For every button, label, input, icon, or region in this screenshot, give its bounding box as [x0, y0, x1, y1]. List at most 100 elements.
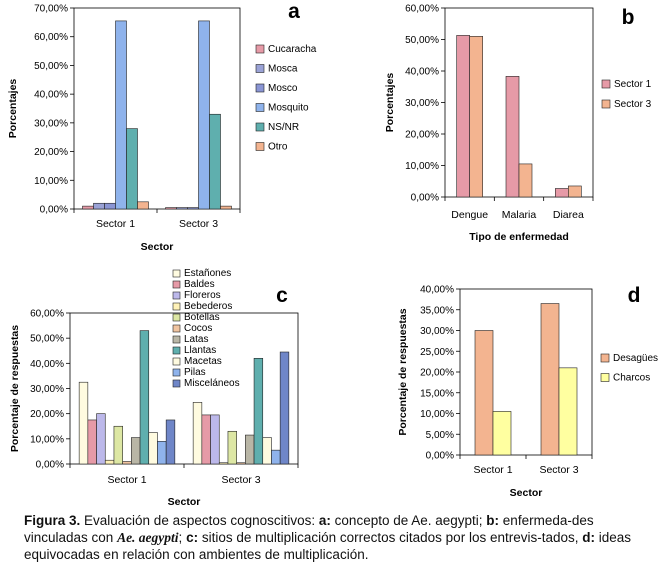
panel-c-bar-esta-ones: [78, 381, 89, 465]
panel-c-bar-esta-ones: [192, 402, 203, 465]
panel-d-y-tick-label: 30,00%: [420, 326, 454, 337]
panel-b-category-label: Diarea: [553, 209, 584, 221]
panel-a-y-axis-title: Porcentajes: [7, 79, 19, 139]
panel-c-x-axis-title: Sector: [168, 496, 201, 508]
panel-b-y-tick-label: 10,00%: [405, 161, 439, 172]
panel-b-panel-letter: b: [622, 6, 635, 29]
figure-caption: Figura 3. Evaluación de aspectos cognosc…: [24, 512, 654, 563]
panel-c-legend-label: Llantas: [184, 345, 216, 356]
panel-d-legend-label: Charcos: [613, 373, 650, 384]
panel-c-legend-swatch: [172, 269, 181, 278]
panel-c-bar-miscel-neos: [165, 419, 176, 465]
panel-b-bar-sector-3: [469, 36, 483, 198]
panel-c-bar-miscel-neos: [279, 351, 290, 465]
panel-c-y-tick-label: 30,00%: [30, 384, 64, 395]
figure-panels: 0,00% 10,00% 20,00% 30,00% 40,00% 50,00% 60,00…: [7, 0, 658, 508]
panel-c-bar-baldes: [201, 414, 211, 465]
panel-c-legend-swatch: [172, 357, 181, 366]
panel-c-legend-swatch: [172, 291, 181, 300]
panel-b-x-axis-title: Tipo de enfermedad: [469, 231, 569, 243]
panel-c-legend-label: Baldes: [184, 279, 215, 290]
panel-d-category-label: Sector 3: [539, 464, 578, 476]
panel-a-bar-otro: [137, 201, 149, 210]
panel-a-y-tick-label: 70,00%: [34, 4, 68, 15]
panel-b-legend-label: Sector 1: [614, 79, 652, 90]
panel-a-bar-ns-nr: [209, 113, 221, 210]
panel-c-y-tick-label: 50,00%: [30, 334, 64, 345]
panel-c-legend-label: Pilas: [184, 367, 206, 378]
panel-c-bar-pilas: [271, 449, 281, 465]
panel-a-legend-label: Cucaracha: [268, 44, 317, 55]
panel-a-bar-mosca: [176, 207, 188, 210]
panel-a-category-label: Sector 3: [179, 218, 218, 230]
panel-c-bar-pilas: [157, 441, 167, 465]
panel-b-y-tick-label: 30,00%: [405, 98, 439, 109]
panel-c-bar-floreros: [210, 414, 220, 465]
panel-b-bar-sector-3: [568, 185, 582, 198]
panel-c-y-axis-title: Porcentaje de respuestas: [9, 325, 21, 452]
panel-a-panel-letter: a: [288, 0, 300, 23]
caption-figure-label: Figura 3.: [24, 513, 81, 528]
panel-b-bar-sector-1: [505, 76, 520, 198]
panel-a-y-tick-label: 10,00%: [34, 176, 68, 187]
panel-c-bar-macetas: [148, 432, 158, 465]
panel-d-legend-label: Desagües: [613, 353, 658, 364]
panel-d-x-axis-title: Sector: [510, 487, 543, 499]
panel-c-legend-label: Bebederos: [184, 301, 232, 312]
caption-label-d: d:: [582, 530, 595, 545]
panel-a-y-tick-label: 50,00%: [34, 61, 68, 72]
panel-c-bar-botellas: [113, 425, 123, 465]
panel-c-legend-swatch: [172, 335, 181, 344]
caption-species: Ae. aegypti: [117, 530, 179, 545]
panel-c-bar-baldes: [87, 419, 97, 465]
panel-a-legend-swatch: [255, 103, 265, 112]
panel-a-bar-mosquito: [115, 20, 127, 210]
panel-d-y-tick-label: 20,00%: [420, 368, 454, 379]
panel-c-bar-floreros: [96, 413, 106, 465]
panel-b-y-tick-label: 40,00%: [405, 67, 439, 78]
panel-c-bar-cocos: [236, 462, 246, 465]
caption-label-b: b:: [486, 513, 500, 528]
panel-c-y-tick-label: 10,00%: [30, 434, 64, 445]
panel-b-bar-sector-1: [456, 35, 470, 198]
caption-text-3: enfermeda-des vinculadas con: [24, 513, 594, 545]
panel-d-y-tick-label: 10,00%: [420, 409, 454, 420]
panel-a-legend-swatch: [255, 83, 265, 93]
panel-a-bar-mosco: [187, 207, 199, 210]
panel-c-legend-label: Botellas: [184, 312, 220, 323]
panel-c-legend-swatch: [172, 368, 181, 377]
panel-d-bar-desag-es: [540, 303, 560, 456]
panel-d-bar-charcos: [558, 367, 578, 456]
panel-a-legend-label: NS/NR: [268, 122, 299, 133]
panel-a-bar-mosco: [104, 202, 116, 210]
panel-b-legend-swatch: [601, 79, 611, 89]
panel-a-bar-mosquito: [198, 20, 210, 210]
panel-a-legend-label: Mosquito: [268, 103, 309, 114]
panel-c-legend-swatch: [172, 313, 181, 322]
panel-c-legend-label: Floreros: [184, 290, 221, 301]
panel-a-y-tick-label: 40,00%: [34, 90, 68, 101]
caption-text-4: ;: [178, 530, 187, 545]
panel-c-category-label: Sector 3: [221, 474, 260, 486]
panel-b-y-tick-label: 20,00%: [405, 130, 439, 141]
panel-d-bar-charcos: [492, 411, 512, 456]
panel-c-legend-swatch: [172, 346, 181, 355]
panel-a-legend-swatch: [255, 122, 265, 132]
panel-d-panel-letter: d: [628, 284, 641, 307]
panel-d-y-tick-label: 40,00%: [420, 285, 454, 296]
panel-a-bar-cucaracha: [82, 205, 94, 210]
panel-c-bar-llantas: [139, 330, 150, 465]
panel-b-legend-label: Sector 3: [614, 99, 652, 110]
panel-a-bar-mosca: [93, 202, 105, 210]
caption-text-2: concepto de Ae. aegypti;: [330, 513, 487, 528]
panel-a-category-label: Sector 1: [96, 218, 135, 230]
caption-text-6: ideas equivocadas en relación con ambien…: [24, 530, 632, 562]
panel-c-bar-bebederos: [104, 459, 115, 465]
panel-b-y-tick-label: 0,00%: [411, 193, 439, 204]
panel-a-legend-label: Mosco: [268, 83, 298, 94]
panel-b-category-label: Dengue: [451, 209, 488, 221]
panel-a-legend-label: Otro: [268, 142, 288, 153]
panel-c-legend-label: Misceláneos: [184, 378, 240, 389]
panel-c-y-tick-label: 60,00%: [30, 309, 64, 320]
panel-a-y-tick-label: 0,00%: [40, 205, 68, 216]
